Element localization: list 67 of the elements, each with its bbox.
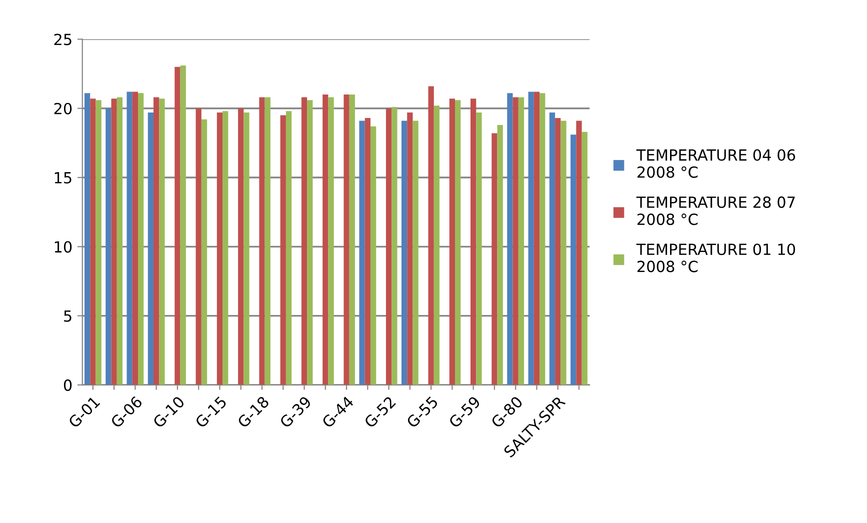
y-tick-label: 5 bbox=[64, 310, 72, 322]
bar bbox=[534, 92, 540, 385]
bar bbox=[386, 108, 392, 385]
bar bbox=[434, 106, 440, 385]
bar bbox=[180, 66, 186, 385]
legend-label: TEMPERATURE 01 10 2008 °C bbox=[636, 244, 796, 272]
bar bbox=[259, 97, 265, 385]
bar bbox=[174, 66, 180, 385]
bar bbox=[301, 97, 308, 385]
bar bbox=[238, 108, 244, 385]
bar bbox=[492, 133, 498, 385]
bar bbox=[244, 112, 250, 385]
bar bbox=[582, 132, 588, 385]
bar bbox=[280, 115, 286, 385]
legend-label: TEMPERATURE 28 07 2008 °C bbox=[636, 196, 795, 226]
bar bbox=[84, 93, 90, 385]
bar bbox=[528, 92, 534, 385]
bar bbox=[455, 100, 461, 385]
bar bbox=[364, 118, 370, 385]
bar bbox=[154, 97, 160, 385]
bar bbox=[106, 108, 112, 385]
bar bbox=[512, 97, 518, 385]
bar bbox=[449, 98, 456, 385]
bar bbox=[570, 134, 576, 385]
bar bbox=[264, 97, 270, 385]
legend-label: TEMPERATURE 04 06 2008 °C bbox=[636, 149, 796, 178]
bar bbox=[470, 98, 476, 385]
bar bbox=[407, 112, 413, 385]
bar bbox=[428, 86, 434, 385]
bar bbox=[90, 98, 96, 385]
y-tick-label: 10 bbox=[54, 241, 72, 253]
y-tick-label: 15 bbox=[54, 172, 72, 184]
bar bbox=[307, 100, 313, 385]
bar bbox=[96, 100, 102, 385]
bar bbox=[518, 97, 524, 385]
bar bbox=[549, 112, 556, 385]
bar bbox=[349, 94, 355, 385]
bar bbox=[111, 98, 117, 385]
bar bbox=[328, 97, 334, 385]
bar bbox=[126, 92, 132, 385]
bar bbox=[412, 120, 418, 385]
bar bbox=[359, 120, 365, 385]
bar bbox=[216, 112, 223, 385]
bar bbox=[540, 93, 546, 385]
bar bbox=[222, 111, 228, 385]
bar bbox=[159, 98, 165, 385]
bar bbox=[196, 108, 202, 385]
bar bbox=[555, 118, 561, 385]
bar bbox=[286, 111, 292, 385]
bar bbox=[476, 112, 482, 385]
y-tick-label: 20 bbox=[54, 102, 72, 114]
y-tick-label: 0 bbox=[64, 379, 72, 391]
bar bbox=[576, 120, 582, 385]
bar bbox=[116, 97, 123, 385]
bar bbox=[322, 94, 328, 385]
bar bbox=[370, 126, 376, 385]
bar bbox=[132, 92, 138, 385]
bar bbox=[392, 106, 398, 385]
bar bbox=[560, 120, 566, 385]
bar bbox=[148, 112, 154, 385]
bar bbox=[201, 119, 208, 385]
bar bbox=[138, 93, 144, 385]
bar bbox=[507, 93, 513, 385]
y-tick-label: 25 bbox=[54, 34, 72, 46]
bar bbox=[344, 94, 350, 385]
bar bbox=[497, 124, 503, 385]
bar bbox=[401, 120, 408, 385]
